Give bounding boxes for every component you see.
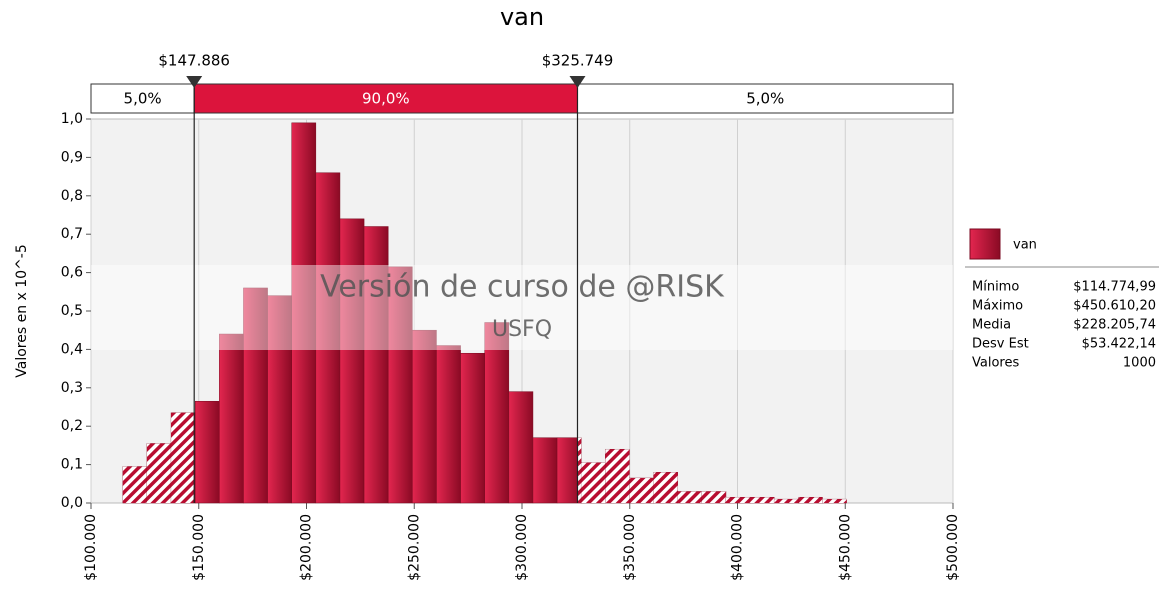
delimiter-label: $325.749 — [542, 52, 614, 70]
x-tick-label: $200.000 — [299, 514, 315, 581]
watermark: USFQ — [492, 317, 552, 342]
watermark-band — [91, 265, 953, 350]
band-segment — [193, 83, 578, 114]
stat-value: $450.610,20 — [1073, 299, 1156, 314]
x-tick-label: $250.000 — [406, 514, 422, 581]
y-axis-label: Valores en x 10^-5 — [14, 244, 30, 378]
hatch — [701, 491, 726, 503]
y-tick-label: 0,0 — [61, 495, 83, 511]
x-tick-label: $500.000 — [945, 514, 961, 581]
hatch — [750, 497, 775, 503]
bar — [508, 391, 534, 504]
bar — [315, 172, 341, 504]
y-tick-label: 1,0 — [61, 111, 83, 127]
hatch — [822, 499, 847, 503]
hatch — [171, 412, 195, 503]
x-tick-label: $150.000 — [191, 514, 207, 581]
legend-swatch — [969, 228, 1001, 260]
bar — [219, 333, 244, 504]
hatch — [581, 462, 606, 503]
y-tick-label: 0,5 — [61, 303, 83, 319]
bar — [460, 352, 485, 504]
bar — [339, 218, 365, 504]
stat-value: $228.205,74 — [1073, 318, 1156, 333]
hatch — [605, 449, 630, 503]
bar — [243, 287, 268, 504]
band-label: 90,0% — [362, 90, 410, 108]
hatch — [122, 466, 147, 503]
stat-label: Desv Est — [972, 337, 1029, 352]
hatch — [677, 491, 702, 503]
stat-value: $114.774,99 — [1073, 280, 1156, 295]
y-tick-label: 0,6 — [61, 265, 83, 281]
delimiter-marker — [569, 76, 586, 88]
band-label: 5,0% — [124, 90, 162, 108]
hatch — [577, 437, 582, 503]
x-tick-label: $400.000 — [730, 514, 746, 581]
bar — [436, 345, 461, 504]
stat-label: Media — [972, 318, 1011, 333]
y-tick-label: 0,9 — [61, 149, 83, 165]
y-tick-label: 0,2 — [61, 418, 83, 434]
bar — [412, 329, 437, 504]
x-tick-label: $450.000 — [837, 514, 853, 581]
x-tick-label: $350.000 — [622, 514, 638, 581]
hatch — [798, 497, 823, 503]
stat-value: $53.422,14 — [1082, 337, 1156, 352]
hatch — [146, 443, 172, 503]
bar — [291, 122, 317, 504]
y-tick-label: 0,4 — [61, 341, 83, 357]
bar — [532, 437, 558, 504]
hatch — [653, 472, 678, 503]
delimiter-marker — [186, 76, 203, 88]
x-tick-label: $100.000 — [83, 514, 99, 581]
stat-label: Máximo — [972, 299, 1023, 314]
delimiter-label: $147.886 — [158, 52, 230, 70]
legend-label: van — [1013, 238, 1037, 253]
bar — [484, 322, 510, 504]
stat-label: Valores — [972, 356, 1019, 371]
bar — [387, 266, 413, 504]
hatch — [725, 497, 751, 503]
hatch — [774, 499, 799, 503]
stat-label: Mínimo — [972, 280, 1019, 295]
band-segment — [576, 83, 954, 114]
hatch — [629, 478, 654, 503]
y-tick-label: 0,3 — [61, 380, 83, 396]
bar — [363, 226, 389, 504]
bar — [267, 295, 292, 504]
stat-value: 1000 — [1123, 356, 1156, 371]
y-tick-label: 0,1 — [61, 457, 83, 473]
bar — [194, 400, 220, 504]
y-tick-label: 0,7 — [61, 226, 83, 242]
band-segment — [90, 83, 195, 114]
chart-title: van — [500, 3, 544, 31]
y-tick-label: 0,8 — [61, 188, 83, 204]
x-tick-label: $300.000 — [514, 514, 530, 581]
band-label: 5,0% — [746, 90, 784, 108]
watermark: Versión de curso de @RISK — [320, 270, 725, 305]
